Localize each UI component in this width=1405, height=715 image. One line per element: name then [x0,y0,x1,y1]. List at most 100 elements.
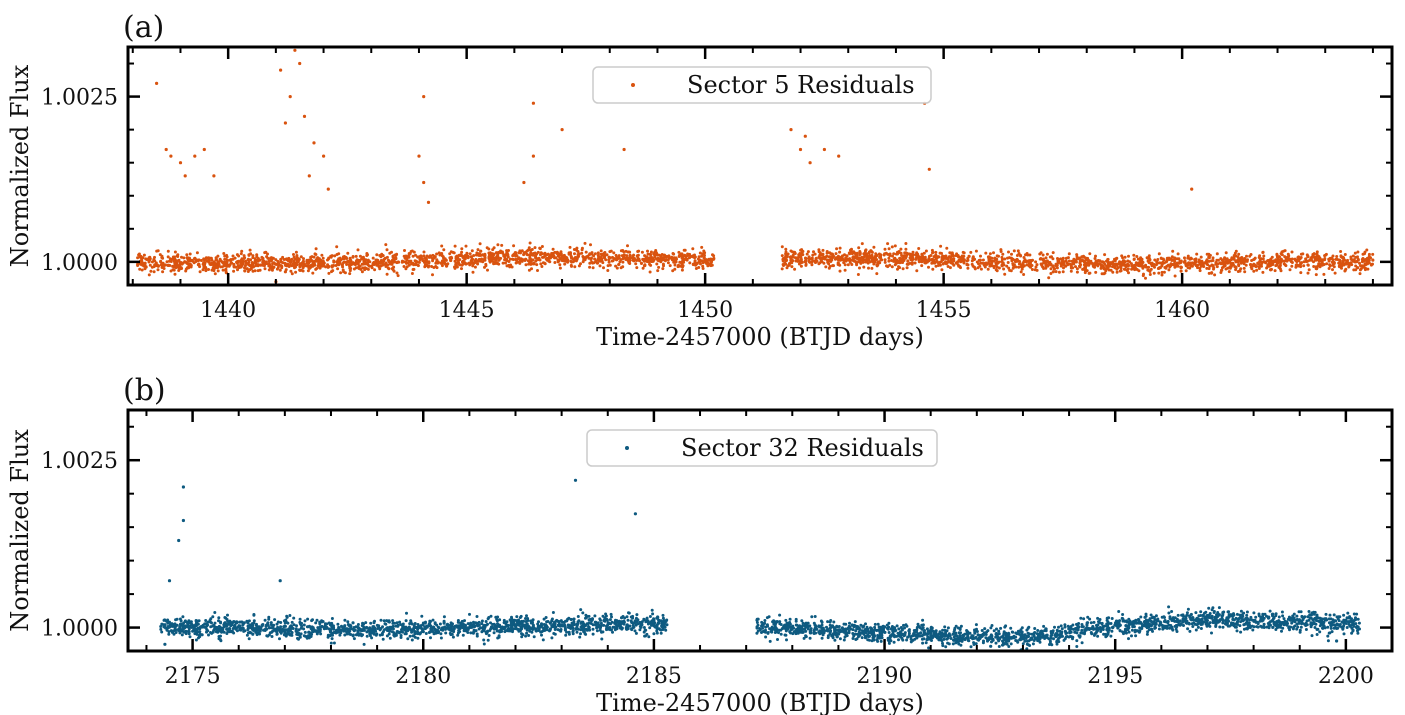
data-point [982,262,986,265]
data-point [194,629,198,633]
data-point [1001,252,1005,256]
data-point [349,625,353,628]
data-point [614,264,618,268]
data-point [512,244,516,248]
data-point [381,637,385,641]
data-point [1179,269,1183,273]
data-point [899,247,903,251]
data-point [1111,265,1114,269]
data-point [196,259,200,263]
data-point [874,253,878,257]
data-point [1192,262,1196,266]
data-point [596,251,600,255]
data-point [299,255,303,259]
data-point [340,624,343,628]
data-point [1092,262,1096,266]
data-point [780,267,784,271]
data-point [540,633,543,637]
data-point [1061,270,1065,274]
data-point [216,265,220,269]
data-point [1098,262,1102,266]
data-point [618,625,622,628]
data-point [1216,258,1220,262]
data-point [602,253,606,257]
data-point [579,262,582,266]
data-point [914,257,918,261]
data-point [349,263,353,267]
data-point [573,265,577,269]
data-point [1041,253,1045,257]
data-point [940,255,944,259]
data-point [349,633,353,636]
data-point [372,262,376,266]
data-point [1239,267,1243,271]
data-point [838,250,842,254]
data-point [1165,264,1169,268]
data-point [1224,267,1228,271]
data-point [311,271,315,275]
data-point [1152,271,1156,275]
data-point [468,261,472,265]
data-point [384,243,388,247]
data-point [1123,255,1127,259]
data-point [211,624,215,628]
data-point [385,634,389,638]
data-point [167,259,171,263]
data-point [1012,249,1016,253]
data-point [382,619,386,623]
data-point [204,256,208,260]
data-point [1010,257,1014,261]
data-point [1157,252,1161,256]
data-point [508,257,512,261]
data-point [612,625,616,629]
data-point [182,256,186,260]
data-point [1269,268,1273,272]
data-point [451,635,455,639]
data-point [502,618,506,622]
data-point [1205,252,1209,256]
data-point [352,267,356,271]
data-point [930,248,934,252]
data-point [999,248,1003,252]
data-point [375,263,379,267]
data-point [512,258,515,261]
data-point [377,624,381,628]
data-point [145,258,149,261]
data-point [1312,265,1316,268]
data-point [173,272,177,276]
data-point [531,258,535,262]
data-point [441,255,445,259]
data-point [276,266,280,269]
data-point [536,269,539,272]
data-point [534,254,538,258]
data-point [793,267,797,271]
data-point [156,268,160,272]
data-point [528,627,532,631]
data-point [1051,264,1055,268]
data-point [387,632,391,636]
outlier-point [293,48,297,52]
data-point [637,257,641,261]
data-point [189,265,193,269]
data-point [892,252,896,256]
data-point [239,628,243,632]
data-point [662,257,666,261]
data-point [992,259,996,263]
data-point [1179,259,1183,263]
data-point [1371,252,1375,256]
data-point [1371,258,1375,262]
data-point [672,256,676,260]
data-point [550,619,554,622]
data-point [1277,259,1281,263]
data-point [858,266,861,270]
data-point [444,631,448,635]
data-point [573,252,576,256]
data-point [699,262,702,266]
data-point [847,258,851,262]
data-point [655,253,659,257]
data-point [334,264,338,267]
data-point [433,621,437,625]
data-point [360,270,364,274]
data-point [213,621,217,625]
data-point [362,257,366,261]
